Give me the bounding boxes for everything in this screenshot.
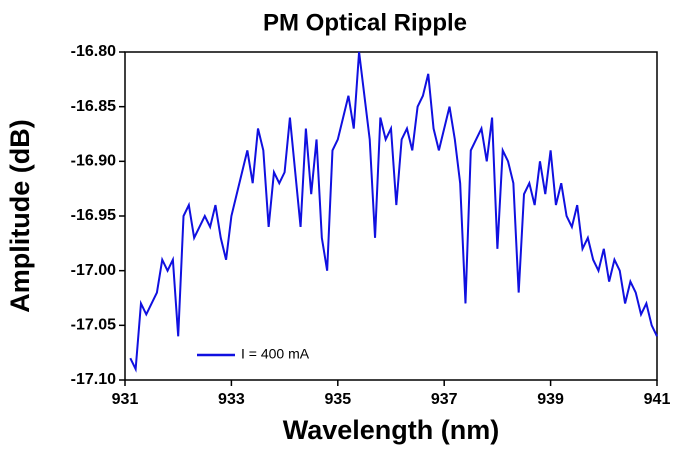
y-tick-label: -16.90 [71, 153, 116, 170]
y-tick-label: -16.95 [71, 207, 116, 224]
x-axis-label: Wavelength (nm) [283, 415, 500, 445]
x-tick-label: 941 [644, 391, 671, 408]
y-tick-label: -16.80 [71, 43, 116, 60]
data-line [129, 51, 658, 373]
x-tick-label: 939 [537, 391, 564, 408]
y-tick-label: -17.10 [71, 371, 116, 388]
y-axis-label: Amplitude (dB) [5, 119, 35, 312]
plot-frame [124, 51, 658, 381]
chart-title: PM Optical Ripple [263, 9, 467, 36]
x-tick-label: 931 [112, 391, 139, 408]
y-tick-label: -16.85 [71, 98, 116, 115]
x-tick-label: 935 [324, 391, 351, 408]
x-tick-label: 933 [218, 391, 245, 408]
legend-label: I = 400 mA [241, 346, 310, 362]
y-tick-label: -17.00 [71, 262, 116, 279]
y-tick-label: -17.05 [71, 317, 116, 334]
x-tick-label: 937 [431, 391, 458, 408]
